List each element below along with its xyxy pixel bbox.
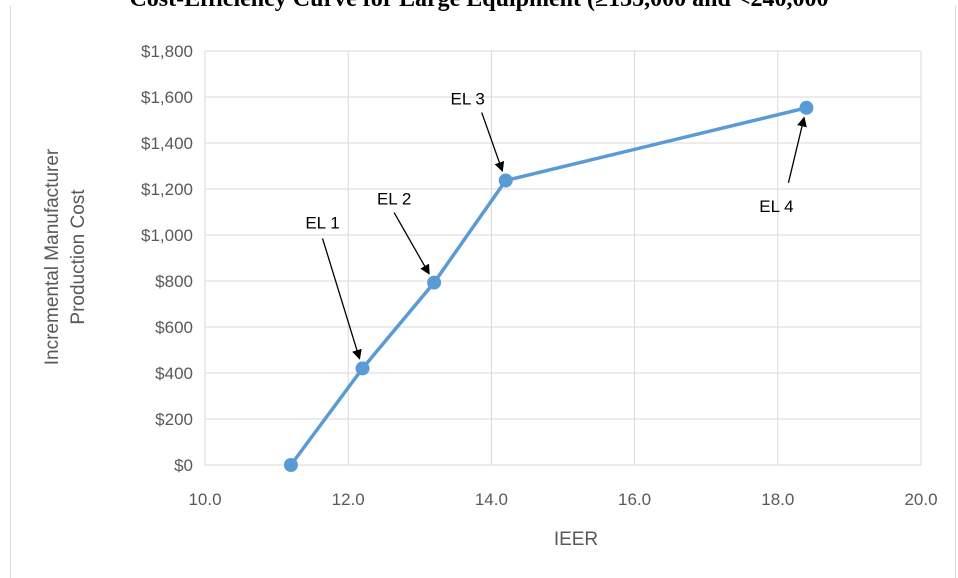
data-point [355,361,370,376]
y-tick-label: $800 [155,272,193,291]
y-axis-label-line-1: Incremental Manufacturer [42,148,63,365]
y-axis-label-line-2: Production Cost [68,189,89,325]
annotation-arrow [393,212,430,275]
y-tick-label: $1,600 [141,88,193,107]
y-tick-label: $0 [174,456,193,475]
annotation-label: EL 3 [451,89,485,108]
data-point [498,173,513,188]
data-point [799,100,814,115]
y-tick-label: $1,800 [141,42,193,61]
x-tick-label: 14.0 [475,490,508,509]
y-tick-label: $1,000 [141,226,193,245]
annotation-arrow [787,116,807,183]
y-tick-label: $600 [155,318,193,337]
x-tick-label: 10.0 [188,490,221,509]
data-point [283,458,298,472]
annotation-arrow [321,238,362,360]
y-tick-label: $1,400 [141,134,193,153]
x-tick-label: 16.0 [618,490,651,509]
chart-frame [10,6,956,578]
y-tick-label: $1,200 [141,180,193,199]
series-line [289,106,807,467]
data-point [427,275,442,290]
chart-title: Cost-Efficiency Curve for Large Equipmen… [0,0,958,18]
x-tick-label: 20.0 [904,490,937,509]
x-axis-label: IEER [554,529,598,550]
x-tick-label: 18.0 [761,490,794,509]
y-tick-label: $200 [155,410,193,429]
annotation-arrow [481,112,505,173]
y-tick-label: $400 [155,364,193,383]
series [283,100,814,472]
annotations: EL 1 EL 2 EL 3 EL 4 [305,89,807,360]
x-tick-label: 12.0 [332,490,365,509]
gridlines [204,50,922,466]
annotation-label: EL 2 [377,190,411,209]
annotation-label: EL 1 [305,213,339,232]
annotation-label: EL 4 [759,197,793,216]
tick-labels: $0 $200 $400 $600 $800 $1,000 $1,200 $1,400 $1,6… [141,42,938,509]
